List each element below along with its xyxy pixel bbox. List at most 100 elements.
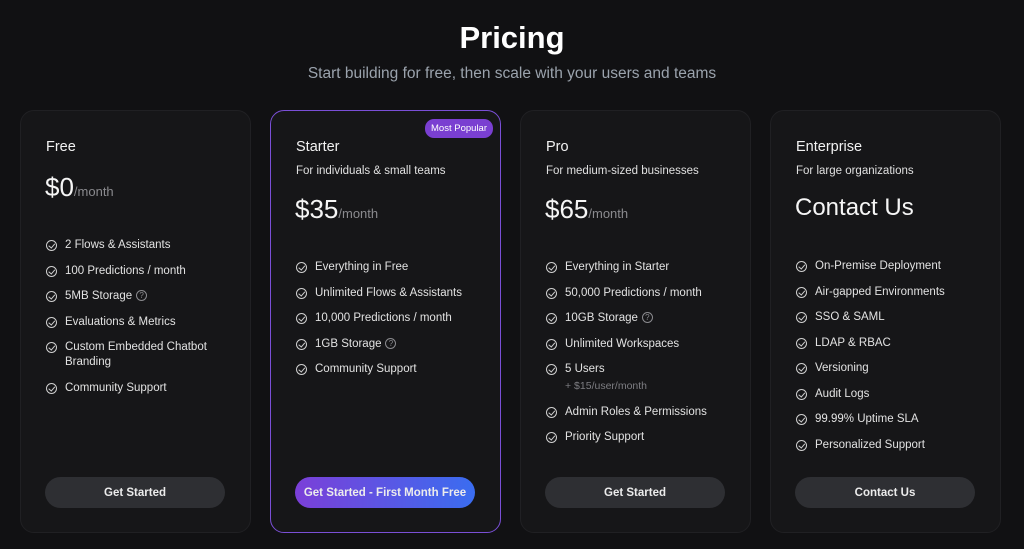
feature-item: 5 Users + $15/user/month xyxy=(546,362,740,394)
plan-card-starter: Most Popular Starter For individuals & sma… xyxy=(270,110,501,533)
plan-description: For medium-sized businesses xyxy=(546,165,699,177)
feature-item: Audit Logs xyxy=(796,387,990,402)
check-circle-icon xyxy=(796,439,807,451)
check-circle-icon xyxy=(46,265,57,277)
feature-text-wrap: Evaluations & Metrics xyxy=(65,315,176,330)
feature-item: 10GB Storage? xyxy=(546,311,740,326)
feature-text-wrap: 5MB Storage? xyxy=(65,289,148,304)
plan-price: $65/month xyxy=(545,194,628,225)
plan-name: Enterprise xyxy=(796,139,863,155)
plan-description: For individuals & small teams xyxy=(296,165,446,177)
feature-text: On-Premise Deployment xyxy=(815,260,941,272)
feature-text-wrap: 99.99% Uptime SLA xyxy=(815,412,919,427)
check-circle-icon xyxy=(296,262,307,273)
feature-list: Everything in Free Unlimited Flows & Assi… xyxy=(296,260,490,388)
check-circle-icon xyxy=(296,364,307,375)
feature-item: Unlimited Workspaces xyxy=(546,337,740,352)
feature-text: 2 Flows & Assistants xyxy=(65,239,171,251)
plan-name: Free xyxy=(46,139,76,155)
feature-text: 5MB Storage xyxy=(65,290,133,302)
feature-text: LDAP & RBAC xyxy=(815,336,891,349)
pro-cta-button[interactable]: Get Started xyxy=(545,477,725,508)
feature-text: 99.99% Uptime SLA xyxy=(815,413,919,425)
feature-item: 100 Predictions / month xyxy=(46,264,240,279)
feature-text-wrap: Everything in Starter xyxy=(565,260,669,275)
feature-item: 5MB Storage? xyxy=(46,289,240,304)
feature-text: 1GB Storage xyxy=(315,337,382,350)
feature-text: 50,000 Predictions / month xyxy=(565,286,702,299)
feature-item: Everything in Starter xyxy=(546,260,740,275)
feature-text-wrap: Community Support xyxy=(315,362,417,377)
feature-text-wrap: Versioning xyxy=(815,361,869,376)
feature-item: Evaluations & Metrics xyxy=(46,315,240,330)
feature-text-wrap: 2 Flows & Assistants xyxy=(65,238,170,253)
check-circle-icon xyxy=(796,312,807,323)
feature-text: Community Support xyxy=(315,363,417,375)
feature-list: Everything in Starter 50,000 Predictions … xyxy=(546,260,740,456)
feature-text-wrap: 5 Users + $15/user/month xyxy=(565,362,647,394)
check-circle-icon xyxy=(796,261,807,272)
check-circle-icon xyxy=(796,414,807,425)
check-circle-icon xyxy=(46,291,57,302)
price-amount: $35 xyxy=(295,194,339,224)
feature-item: Air-gapped Environments xyxy=(796,285,990,300)
feature-text: Everything in Starter xyxy=(565,261,670,273)
feature-item: Admin Roles & Permissions xyxy=(546,405,740,420)
feature-item: Community Support xyxy=(296,362,490,377)
check-circle-icon xyxy=(546,432,557,443)
feature-text-wrap: 1GB Storage? xyxy=(315,337,397,352)
enterprise-cta-button[interactable]: Contact Us xyxy=(795,477,975,508)
feature-item: Personalized Support xyxy=(796,438,990,453)
feature-list: 2 Flows & Assistants 100 Predictions / mo… xyxy=(46,238,240,406)
page-title: Pricing xyxy=(459,20,565,55)
feature-note: + $15/user/month xyxy=(565,380,648,392)
feature-item: 99.99% Uptime SLA xyxy=(796,412,990,427)
feature-item: SSO & SAML xyxy=(796,310,990,325)
feature-item: Versioning xyxy=(796,361,990,376)
check-circle-icon xyxy=(296,313,307,324)
info-icon[interactable]: ? xyxy=(136,290,148,301)
feature-text-wrap: LDAP & RBAC xyxy=(815,336,891,351)
feature-item: On-Premise Deployment xyxy=(796,259,990,274)
feature-item: Custom Embedded Chatbot Branding xyxy=(46,340,240,370)
price-amount: $65 xyxy=(545,194,589,224)
price-period: /month xyxy=(338,206,379,221)
feature-text: Admin Roles & Permissions xyxy=(565,405,707,418)
feature-text: Custom Embedded Chatbot Branding xyxy=(65,341,207,368)
feature-text: Community Support xyxy=(65,381,167,394)
feature-item: 2 Flows & Assistants xyxy=(46,238,240,253)
free-cta-button[interactable]: Get Started xyxy=(45,477,225,508)
feature-list: On-Premise Deployment Air-gapped Environm… xyxy=(796,259,990,463)
check-circle-icon xyxy=(296,287,307,299)
feature-text: Everything in Free xyxy=(315,261,409,273)
feature-text-wrap: Community Support xyxy=(65,381,167,396)
check-circle-icon xyxy=(46,382,57,394)
plan-card-enterprise: Enterprise For large organizations Contact… xyxy=(770,110,1001,533)
feature-text-wrap: Audit Logs xyxy=(815,387,869,402)
info-icon[interactable]: ? xyxy=(385,337,397,349)
check-circle-icon xyxy=(796,286,807,298)
feature-text-wrap: On-Premise Deployment xyxy=(815,259,941,274)
price-amount: Contact Us xyxy=(795,194,914,221)
price-period: /month xyxy=(588,206,629,221)
check-circle-icon xyxy=(796,363,807,374)
price-period: /month xyxy=(73,184,114,199)
feature-text-wrap: Air-gapped Environments xyxy=(815,285,945,300)
check-circle-icon xyxy=(46,342,57,353)
plan-card-pro: Pro For medium-sized businesses $65/month E… xyxy=(520,110,751,533)
feature-text: Unlimited Workspaces xyxy=(565,337,680,350)
feature-text: 5 Users xyxy=(565,363,605,375)
starter-cta-button[interactable]: Get Started - First Month Free xyxy=(295,477,475,508)
feature-text: Personalized Support xyxy=(815,438,925,451)
feature-item: Everything in Free xyxy=(296,260,490,275)
feature-text-wrap: Personalized Support xyxy=(815,438,925,453)
feature-text: SSO & SAML xyxy=(815,311,885,323)
feature-text: 100 Predictions / month xyxy=(65,264,186,277)
feature-text: Priority Support xyxy=(565,431,645,443)
info-icon[interactable]: ? xyxy=(641,312,653,323)
check-circle-icon xyxy=(796,388,807,400)
feature-text: 10,000 Predictions / month xyxy=(315,312,452,324)
feature-text: Versioning xyxy=(815,362,869,374)
plan-description: For large organizations xyxy=(796,165,914,177)
feature-item: Priority Support xyxy=(546,430,740,445)
